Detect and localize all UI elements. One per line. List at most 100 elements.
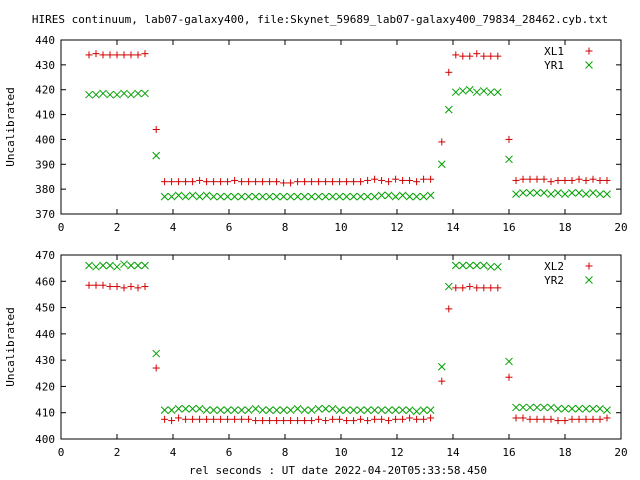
data-point (452, 51, 459, 58)
y-tick-label: 380 (35, 183, 55, 196)
data-point (217, 407, 224, 414)
data-point (128, 51, 135, 58)
data-point (350, 407, 357, 414)
data-point (128, 262, 135, 269)
data-point (590, 176, 597, 183)
data-point (100, 90, 107, 97)
y-tick-label: 440 (35, 328, 55, 341)
data-point (252, 193, 259, 200)
data-point (562, 417, 569, 424)
data-point (583, 405, 590, 412)
data-point (392, 193, 399, 200)
data-point (555, 405, 562, 412)
data-point (371, 407, 378, 414)
data-point (385, 417, 392, 424)
data-point (350, 178, 357, 185)
data-point (280, 193, 287, 200)
data-point (427, 192, 434, 199)
data-point (182, 193, 189, 200)
legend-label: XL2 (544, 260, 564, 273)
x-tick-label: 18 (558, 446, 571, 459)
data-point (182, 405, 189, 412)
data-point (438, 363, 445, 370)
y-tick-label: 400 (35, 133, 55, 146)
data-point (343, 193, 350, 200)
data-point (203, 416, 210, 423)
data-point (427, 414, 434, 421)
data-point (107, 51, 114, 58)
data-point (466, 262, 473, 269)
data-point (161, 193, 168, 200)
x-tick-label: 8 (282, 446, 289, 459)
x-tick-label: 16 (502, 446, 515, 459)
data-point (245, 193, 252, 200)
data-point (555, 189, 562, 196)
data-point (452, 262, 459, 269)
x-tick-label: 4 (170, 446, 177, 459)
data-point (301, 407, 308, 414)
data-point (322, 405, 329, 412)
data-point (548, 404, 555, 411)
x-tick-label: 6 (226, 221, 233, 234)
data-point (259, 193, 266, 200)
legend-marker (586, 62, 593, 69)
data-point (107, 91, 114, 98)
data-point (378, 407, 385, 414)
data-point (189, 405, 196, 412)
x-tick-label: 0 (58, 446, 65, 459)
data-point (513, 177, 520, 184)
data-point (259, 178, 266, 185)
data-point (203, 178, 210, 185)
data-point (231, 407, 238, 414)
data-point (399, 416, 406, 423)
data-point (604, 407, 611, 414)
data-point (182, 416, 189, 423)
data-point (406, 414, 413, 421)
data-point (175, 405, 182, 412)
data-point (189, 416, 196, 423)
data-point (210, 193, 217, 200)
data-point (480, 262, 487, 269)
data-point (445, 305, 452, 312)
y-tick-label: 440 (35, 34, 55, 47)
data-point (329, 416, 336, 423)
data-point (135, 262, 142, 269)
x-tick-label: 12 (390, 446, 403, 459)
data-point (315, 416, 322, 423)
data-point (217, 416, 224, 423)
data-point (452, 89, 459, 96)
top-panel: 0 2 4 6 8 10 12 14 16 18 20 370 380 390 400 410 420 430 44… (4, 34, 628, 234)
x-tick-label: 2 (114, 221, 121, 234)
data-point (100, 262, 107, 269)
data-point (266, 407, 273, 414)
data-point (590, 405, 597, 412)
data-point (196, 416, 203, 423)
x-axis-label: rel seconds : UT date 2022-04-20T05:33:5… (189, 464, 487, 477)
data-point (315, 178, 322, 185)
data-point (473, 50, 480, 57)
data-point (196, 405, 203, 412)
y-tick-label: 420 (35, 380, 55, 393)
data-point (266, 178, 273, 185)
data-point (413, 416, 420, 423)
data-point (168, 407, 175, 414)
data-point (100, 51, 107, 58)
data-point (100, 282, 107, 289)
y-tick-label: 390 (35, 158, 55, 171)
x-tick-label: 18 (558, 221, 571, 234)
legend-label: YR1 (544, 59, 564, 72)
x-tick-label: 10 (334, 446, 347, 459)
data-point (466, 283, 473, 290)
data-point (569, 189, 576, 196)
data-point (480, 53, 487, 60)
data-point (569, 416, 576, 423)
data-point (459, 284, 466, 291)
data-point (93, 282, 100, 289)
data-point (273, 193, 280, 200)
data-point (175, 414, 182, 421)
data-point (315, 193, 322, 200)
data-point (308, 178, 315, 185)
data-point (217, 193, 224, 200)
data-point (378, 192, 385, 199)
data-point (350, 417, 357, 424)
